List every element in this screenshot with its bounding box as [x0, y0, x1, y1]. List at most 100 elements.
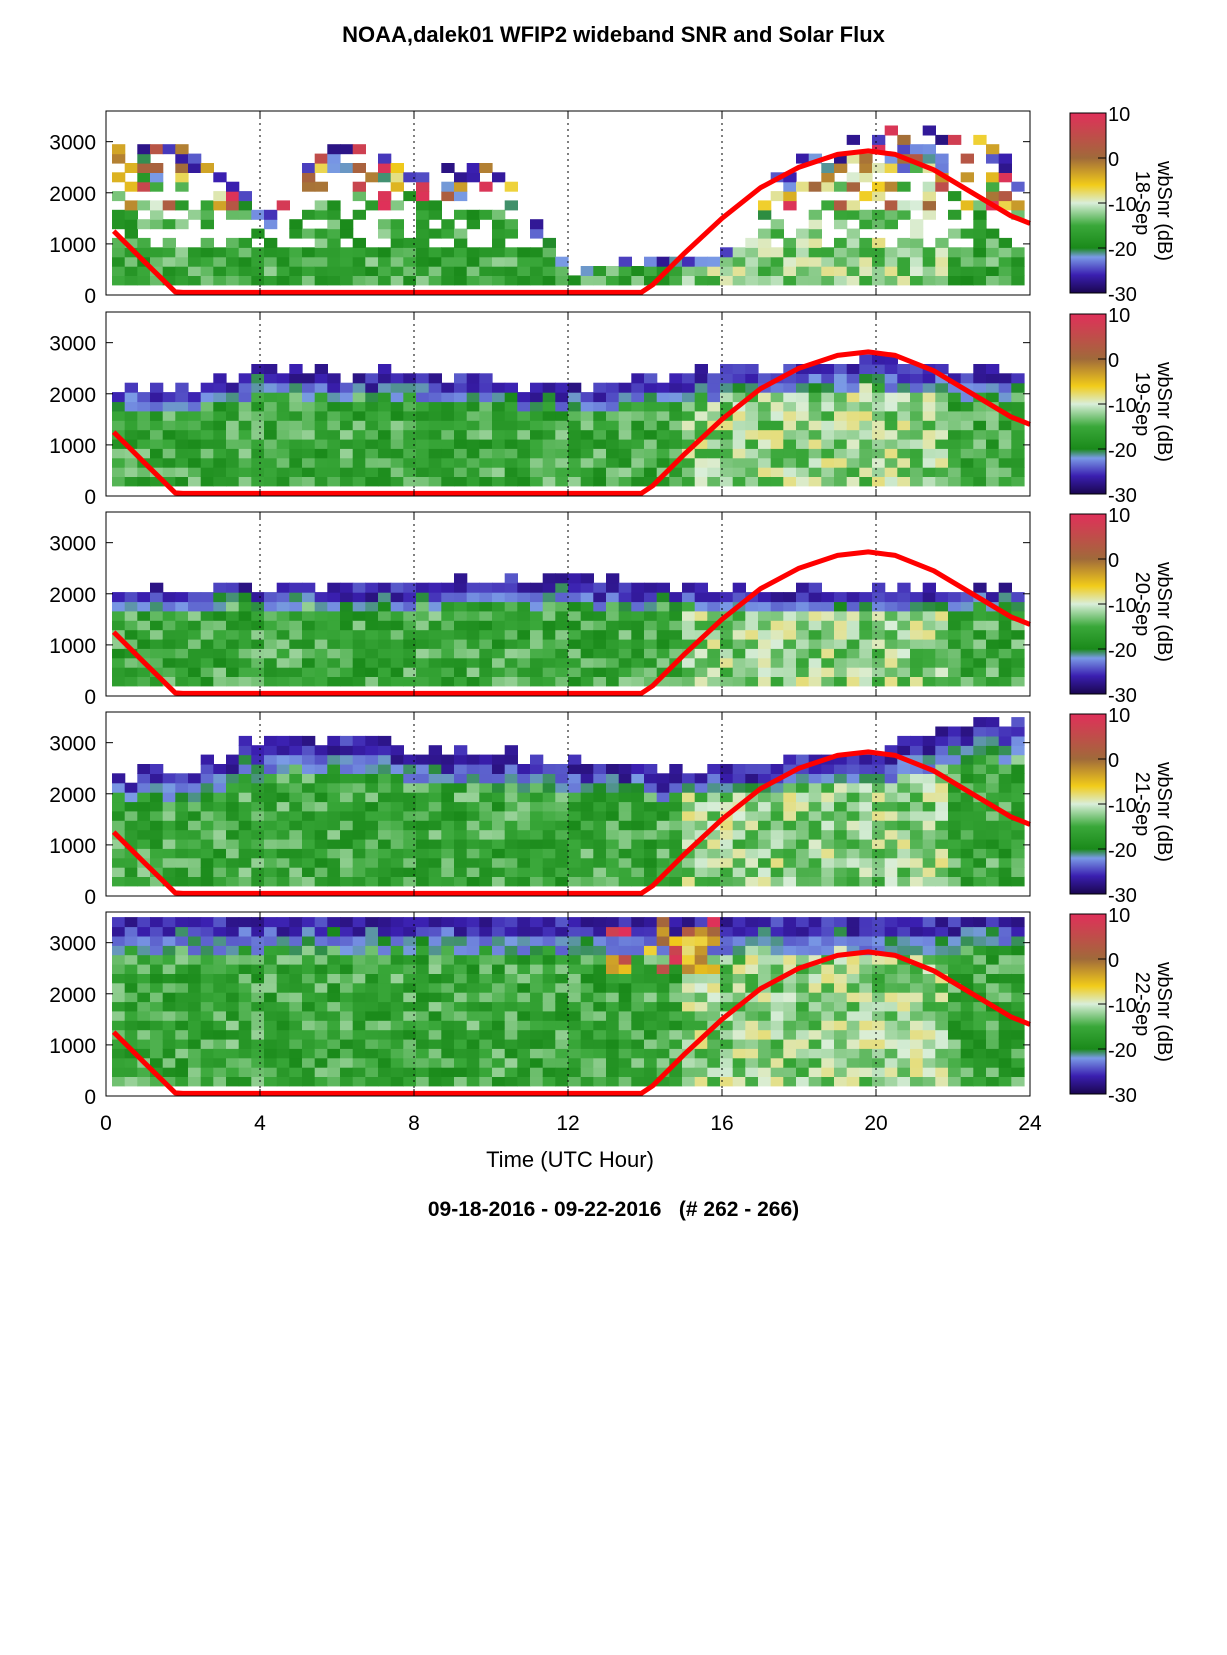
snr-cell — [1011, 926, 1025, 937]
snr-cell — [580, 867, 594, 877]
snr-cell — [340, 410, 354, 421]
snr-cell — [314, 792, 328, 803]
snr-cell — [542, 954, 556, 965]
snr-cell — [150, 392, 164, 403]
snr-cell — [884, 209, 898, 220]
snr-cell — [441, 610, 455, 621]
snr-cell — [251, 1029, 265, 1040]
snr-cell — [441, 648, 455, 659]
snr-cell — [732, 364, 746, 374]
snr-cell — [1011, 717, 1025, 728]
snr-cell — [276, 582, 290, 593]
snr-cell — [606, 829, 620, 840]
snr-cell — [568, 1010, 582, 1021]
snr-cell — [200, 792, 214, 803]
snr-cell — [112, 820, 126, 831]
snr-cell — [783, 764, 797, 774]
snr-cell — [758, 1001, 772, 1012]
snr-cell — [960, 1020, 974, 1031]
snr-cell — [682, 857, 696, 868]
snr-cell — [796, 638, 810, 649]
snr-cell — [618, 429, 632, 440]
snr-cell — [973, 848, 987, 859]
snr-cell — [998, 392, 1012, 403]
snr-cell — [340, 982, 354, 993]
snr-cell — [112, 857, 126, 868]
snr-cell — [175, 801, 189, 812]
snr-cell — [188, 1067, 202, 1077]
snr-cell — [124, 181, 138, 192]
snr-cell — [378, 973, 392, 984]
snr-cell — [289, 1057, 303, 1068]
snr-cell — [479, 754, 493, 765]
snr-cell — [821, 438, 835, 449]
snr-cell — [758, 1029, 772, 1040]
snr-cell — [884, 266, 898, 276]
snr-cell — [479, 973, 493, 984]
snr-cell — [314, 592, 328, 603]
snr-cell — [530, 935, 544, 946]
snr-cell — [124, 467, 138, 477]
snr-cell — [188, 429, 202, 440]
snr-cell — [732, 829, 746, 840]
snr-cell — [897, 867, 911, 877]
snr-cell — [796, 773, 810, 784]
snr-cell — [948, 1001, 962, 1012]
snr-cell — [758, 438, 772, 449]
snr-cell — [124, 1038, 138, 1049]
snr-cell — [390, 582, 404, 593]
colorbar-tick-label: -20 — [1108, 640, 1137, 662]
snr-cell — [555, 838, 569, 849]
snr-cell — [137, 467, 151, 477]
snr-cell — [492, 256, 506, 267]
snr-cell — [327, 657, 341, 668]
snr-cell — [960, 457, 974, 468]
snr-cell — [644, 973, 658, 984]
snr-cell — [859, 1010, 873, 1021]
snr-cell — [365, 172, 379, 183]
snr-cell — [859, 237, 873, 248]
snr-cell — [998, 676, 1012, 687]
snr-cell — [162, 467, 176, 477]
snr-cell — [859, 992, 873, 1003]
snr-cell — [644, 373, 658, 384]
snr-cell — [466, 1001, 480, 1012]
snr-cell — [707, 945, 721, 956]
snr-cell — [112, 773, 126, 784]
snr-cell — [606, 610, 620, 621]
snr-cell — [124, 838, 138, 849]
snr-cell — [694, 382, 708, 393]
snr-cell — [720, 657, 734, 668]
snr-cell — [454, 438, 468, 449]
snr-cell — [796, 820, 810, 831]
snr-cell — [428, 754, 442, 765]
snr-cell — [948, 745, 962, 756]
snr-cell — [428, 676, 442, 687]
snr-cell — [213, 247, 227, 258]
snr-cell — [745, 1038, 759, 1049]
snr-cell — [859, 592, 873, 603]
snr-cell — [834, 867, 848, 877]
snr-cell — [631, 1010, 645, 1021]
snr-cell — [682, 638, 696, 649]
snr-cell — [568, 410, 582, 421]
snr-cell — [948, 1010, 962, 1021]
snr-cell — [694, 876, 708, 887]
snr-cell — [162, 219, 176, 230]
snr-cell — [352, 592, 366, 603]
snr-cell — [732, 382, 746, 393]
snr-cell — [568, 820, 582, 831]
snr-cell — [618, 401, 632, 412]
snr-cell — [555, 917, 569, 928]
snr-cell — [492, 648, 506, 659]
snr-cell — [580, 926, 594, 937]
snr-cell — [340, 219, 354, 230]
snr-cell — [745, 820, 759, 831]
snr-cell — [783, 648, 797, 659]
snr-cell — [327, 153, 341, 164]
snr-cell — [884, 438, 898, 449]
snr-cell — [340, 144, 354, 155]
snr-cell — [770, 410, 784, 421]
snr-cell — [872, 266, 886, 276]
snr-cell — [517, 820, 531, 831]
